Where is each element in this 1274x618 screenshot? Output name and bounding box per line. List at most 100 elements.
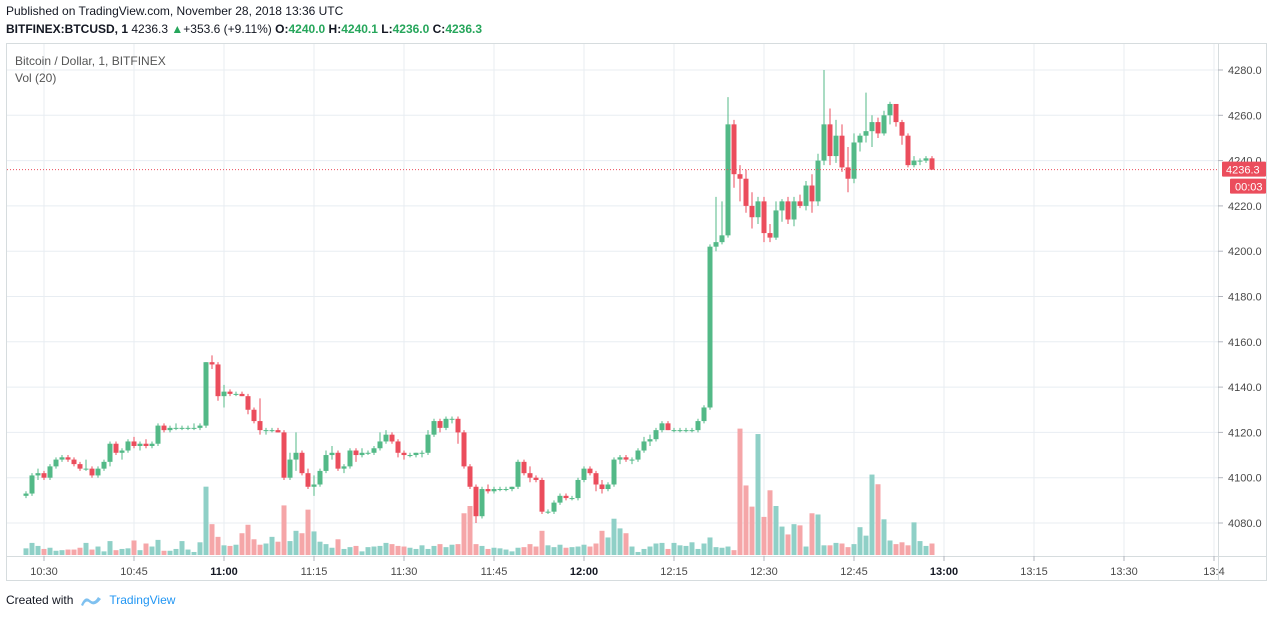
candle-body	[629, 459, 635, 461]
x-tick-label: 11:45	[481, 566, 508, 578]
volume-bar	[161, 550, 167, 555]
volume-bar	[917, 541, 923, 555]
open-value: 4240.0	[288, 22, 326, 36]
volume-bar	[365, 547, 371, 555]
candle-body	[137, 443, 143, 446]
candle-body	[905, 135, 911, 166]
candle-body	[209, 362, 215, 365]
candle-body	[35, 473, 41, 476]
candle-body	[341, 466, 347, 469]
volume-bar	[227, 545, 233, 555]
volume-bar	[329, 547, 335, 555]
volume-bar	[545, 545, 551, 555]
candle-body	[617, 457, 623, 460]
candle-body	[713, 242, 719, 247]
volume-bar	[143, 543, 149, 555]
volume-bar	[779, 526, 785, 555]
volume-bar	[821, 545, 827, 555]
candle-body	[221, 391, 227, 397]
volume-bar	[875, 484, 881, 555]
volume-bar	[749, 506, 755, 555]
volume-bar	[23, 548, 29, 555]
candle-body	[881, 115, 887, 134]
candle-body	[371, 448, 377, 453]
candle-body	[761, 201, 767, 234]
volume-bar	[665, 548, 671, 555]
volume-bar	[407, 547, 413, 555]
candle-body	[779, 201, 785, 211]
candle-body	[683, 430, 689, 432]
volume-bar	[563, 547, 569, 555]
candle-body	[869, 122, 875, 132]
candle-body	[251, 409, 257, 422]
volume-bars	[23, 428, 935, 555]
volume-bar	[617, 528, 623, 555]
up-arrow-icon: ▲	[171, 22, 184, 36]
volume-legend: Vol (20)	[15, 71, 56, 85]
candle-body	[509, 486, 515, 490]
candle-body	[533, 477, 539, 480]
candle-body	[539, 479, 545, 512]
y-tick-label: 4180.0	[1228, 292, 1262, 304]
candle-body	[677, 430, 683, 432]
candle-body	[611, 459, 617, 485]
volume-bar	[275, 541, 281, 555]
volume-bar	[101, 551, 107, 555]
volume-bar	[677, 545, 683, 555]
x-tick-label: 12:30	[750, 566, 778, 578]
volume-bar	[515, 547, 521, 555]
candle-body	[101, 461, 107, 469]
volume-bar	[569, 547, 575, 555]
high-label: H:	[328, 22, 342, 36]
candle-body	[605, 484, 611, 490]
volume-bar	[455, 544, 461, 555]
candle-body	[725, 124, 731, 236]
candle-body	[551, 502, 557, 512]
volume-bar	[473, 544, 479, 555]
volume-bar	[47, 547, 53, 555]
volume-bar	[551, 547, 557, 555]
tradingview-logo-icon[interactable]	[79, 593, 103, 607]
volume-bar	[887, 540, 893, 555]
volume-bar	[83, 542, 89, 555]
volume-bar	[605, 537, 611, 555]
x-tick-label: 10:30	[30, 566, 58, 578]
volume-bar	[725, 546, 731, 555]
volume-bar	[299, 533, 305, 555]
y-tick-label: 4260.0	[1228, 110, 1262, 122]
last-price-badge	[1222, 161, 1266, 177]
candle-body	[449, 418, 455, 420]
volume-bar	[203, 486, 209, 555]
volume-bar	[149, 546, 155, 555]
candle-body	[83, 468, 89, 470]
volume-bar	[191, 551, 197, 555]
candle-body	[389, 434, 395, 442]
candle-body	[731, 124, 737, 175]
tradingview-link[interactable]: TradingView	[109, 593, 176, 607]
volume-bar	[41, 548, 47, 555]
volume-bar	[737, 428, 743, 555]
volume-bar	[683, 545, 689, 555]
price-axis[interactable]: 4080.0 4100.0 4120.0 4140.0 4160.0 4180.0 4200…	[1218, 65, 1262, 530]
volume-bar	[491, 547, 497, 555]
volume-bar	[179, 541, 185, 555]
candle-body	[899, 122, 905, 136]
x-tick-label: 13:15	[1020, 566, 1048, 578]
candle-body	[77, 464, 83, 469]
volume-bar	[659, 542, 665, 555]
symbol-summary: BITFINEX:BTCUSD, 1 4236.3 ▲+353.6 (+9.11…	[6, 22, 482, 36]
candle-body	[383, 434, 389, 442]
candle-body	[809, 185, 815, 202]
volume-bar	[791, 524, 797, 555]
time-axis[interactable]: 10:30 10:45 11:00 11:15 11:30 11:45 12:00 12:15…	[30, 556, 1225, 578]
volume-bar	[845, 547, 851, 555]
candle-body	[311, 484, 317, 487]
candle-body	[113, 443, 119, 453]
volume-bar	[479, 545, 485, 555]
x-tick-label: 13:4	[1203, 566, 1224, 578]
volume-bar	[59, 550, 65, 555]
candle-body	[29, 475, 35, 494]
volume-bar	[815, 514, 821, 555]
volume-bar	[359, 551, 365, 555]
